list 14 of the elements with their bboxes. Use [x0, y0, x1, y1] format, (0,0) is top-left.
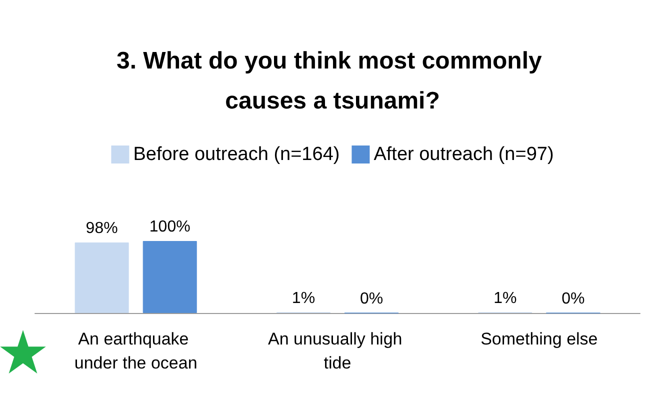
- data-label: 0%: [562, 290, 585, 308]
- x-tick-label: An earthquake under the ocean: [74, 330, 198, 372]
- data-label: 0%: [360, 290, 384, 308]
- data-label: 1%: [292, 290, 316, 307]
- bar: [142, 241, 197, 313]
- chart-title: 3. What do you think most commonly causes a tsunami?: [116, 48, 549, 114]
- legend-label: Before outreach (n=164): [133, 144, 340, 165]
- bar: [74, 242, 129, 313]
- data-label: 1%: [494, 290, 517, 307]
- data-label: 98%: [86, 220, 118, 237]
- x-tick-label: Something else: [480, 330, 598, 348]
- x-tick-label: An unusually high tide: [268, 330, 407, 372]
- legend-label: After outreach (n=97): [374, 144, 554, 165]
- data-label: 100%: [149, 218, 190, 236]
